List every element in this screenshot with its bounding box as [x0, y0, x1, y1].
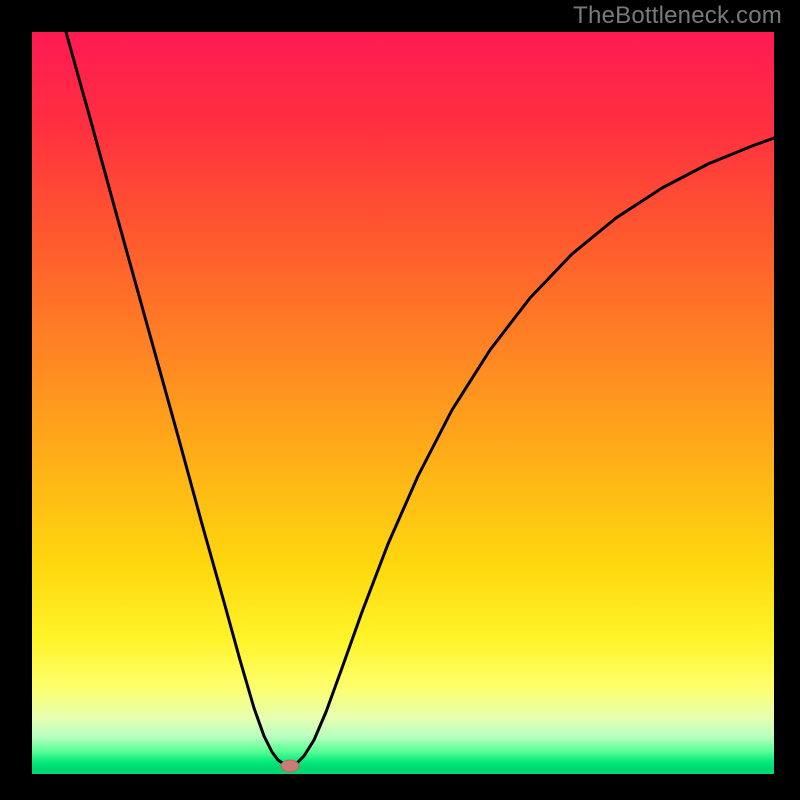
chart-frame: TheBottleneck.com [0, 0, 800, 800]
minimum-marker [281, 760, 299, 772]
plot-area [32, 32, 774, 774]
watermark-text: TheBottleneck.com [573, 2, 782, 30]
curve-layer [32, 32, 774, 774]
bottleneck-curve [66, 32, 774, 766]
